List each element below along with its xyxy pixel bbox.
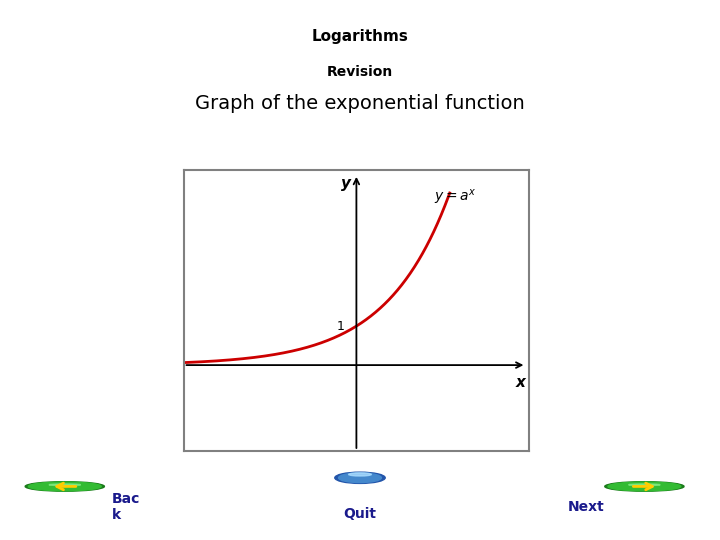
Ellipse shape (348, 473, 372, 476)
Circle shape (605, 482, 684, 491)
Text: Revision: Revision (327, 65, 393, 78)
Circle shape (608, 482, 681, 491)
Text: y: y (341, 176, 351, 191)
Text: 1: 1 (336, 320, 344, 333)
Circle shape (28, 482, 102, 491)
Ellipse shape (629, 484, 660, 485)
Text: Bac
k: Bac k (112, 492, 140, 522)
Text: Logarithms: Logarithms (312, 29, 408, 44)
Ellipse shape (335, 472, 385, 483)
Text: x: x (516, 375, 526, 390)
Text: Quit: Quit (343, 507, 377, 521)
Ellipse shape (49, 484, 81, 485)
Text: Next: Next (568, 500, 605, 514)
Ellipse shape (338, 473, 382, 483)
Text: Graph of the exponential function: Graph of the exponential function (195, 94, 525, 113)
Text: $y = a^x$: $y = a^x$ (434, 188, 477, 207)
Circle shape (25, 482, 104, 491)
